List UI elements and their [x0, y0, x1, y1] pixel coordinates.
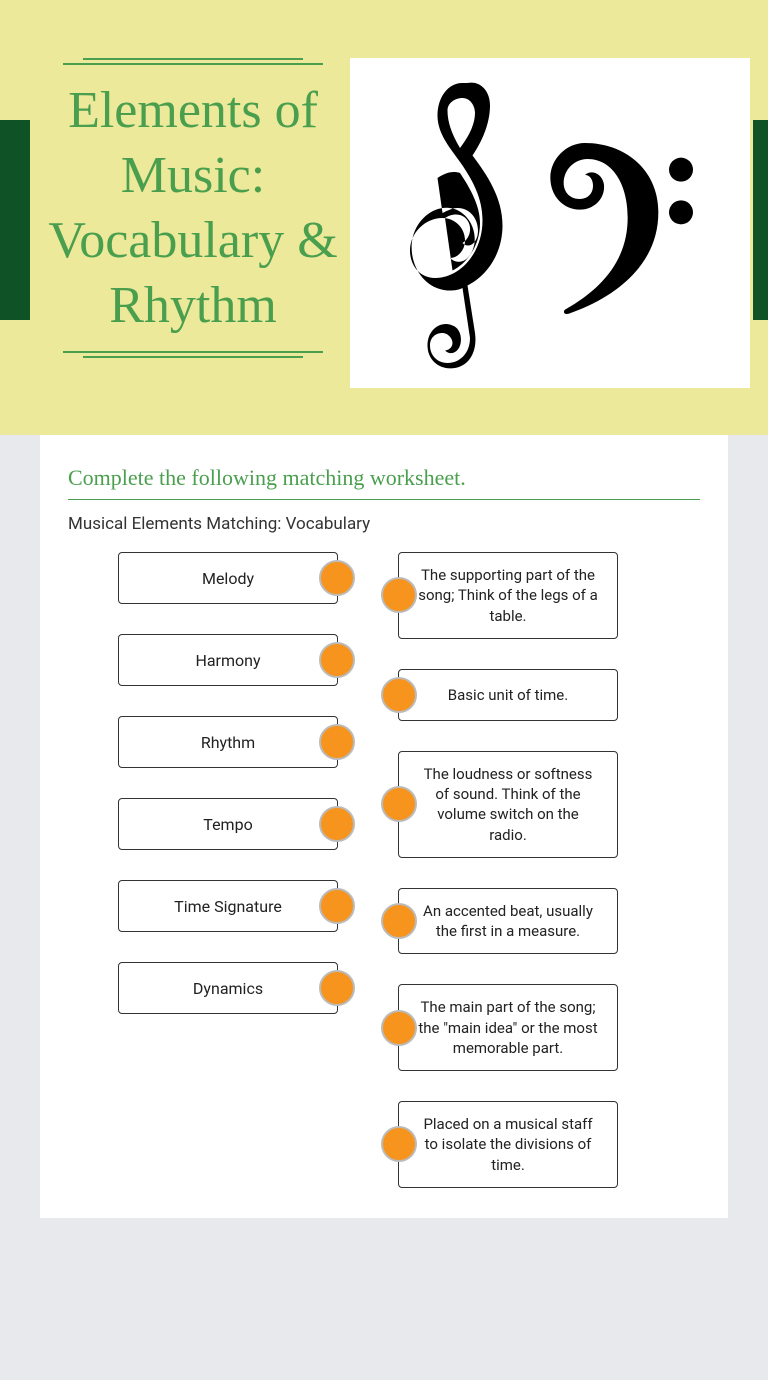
title-rule [83, 58, 303, 60]
definition-text: The supporting part of the song; Think o… [417, 565, 599, 626]
definition-card[interactable]: The supporting part of the song; Think o… [398, 552, 618, 639]
term-card[interactable]: Time Signature [118, 880, 338, 932]
definition-card[interactable]: The loudness or softness of sound. Think… [398, 751, 618, 858]
connector-dot[interactable] [319, 806, 355, 842]
title-rule [63, 351, 323, 353]
connector-dot[interactable] [381, 577, 417, 613]
definition-text: Basic unit of time. [448, 685, 568, 705]
page-title: Elements of Music: Vocabulary & Rhythm [38, 68, 348, 348]
connector-dot[interactable] [381, 1010, 417, 1046]
term-label: Dynamics [193, 979, 263, 998]
connector-dot[interactable] [381, 903, 417, 939]
connector-dot[interactable] [319, 560, 355, 596]
term-label: Time Signature [174, 897, 282, 916]
accent-bar-right [753, 120, 768, 320]
term-label: Rhythm [201, 733, 255, 752]
definition-text: Placed on a musical staff to isolate the… [417, 1114, 599, 1175]
term-label: Tempo [203, 815, 252, 834]
title-rule [63, 63, 323, 65]
definition-card[interactable]: Basic unit of time. [398, 669, 618, 721]
connector-dot[interactable] [319, 888, 355, 924]
connector-dot[interactable] [319, 970, 355, 1006]
definition-text: An accented beat, usually the first in a… [417, 901, 599, 942]
bass-clef-icon [545, 123, 705, 323]
definitions-column: The supporting part of the song; Think o… [398, 552, 618, 1188]
title-container: Elements of Music: Vocabulary & Rhythm [38, 55, 348, 361]
term-card[interactable]: Tempo [118, 798, 338, 850]
connector-dot[interactable] [319, 642, 355, 678]
treble-clef-icon [395, 73, 525, 373]
header-banner: Elements of Music: Vocabulary & Rhythm [0, 0, 768, 435]
definition-card[interactable]: Placed on a musical staff to isolate the… [398, 1101, 618, 1188]
term-label: Melody [202, 569, 254, 588]
clef-image [350, 58, 750, 388]
title-rule [83, 356, 303, 358]
instruction-text: Complete the following matching workshee… [68, 465, 700, 500]
term-label: Harmony [195, 651, 260, 670]
term-card[interactable]: Harmony [118, 634, 338, 686]
definition-text: The loudness or softness of sound. Think… [417, 764, 599, 845]
worksheet-panel: Complete the following matching workshee… [40, 435, 728, 1218]
terms-column: Melody Harmony Rhythm Tempo Time Signatu… [118, 552, 338, 1188]
term-card[interactable]: Dynamics [118, 962, 338, 1014]
connector-dot[interactable] [319, 724, 355, 760]
section-title: Musical Elements Matching: Vocabulary [68, 514, 700, 534]
term-card[interactable]: Rhythm [118, 716, 338, 768]
connector-dot[interactable] [381, 786, 417, 822]
accent-bar-left [0, 120, 30, 320]
term-card[interactable]: Melody [118, 552, 338, 604]
matching-area: Melody Harmony Rhythm Tempo Time Signatu… [68, 552, 700, 1188]
definition-card[interactable]: The main part of the song; the "main ide… [398, 984, 618, 1071]
connector-dot[interactable] [381, 677, 417, 713]
connector-dot[interactable] [381, 1126, 417, 1162]
definition-card[interactable]: An accented beat, usually the first in a… [398, 888, 618, 955]
definition-text: The main part of the song; the "main ide… [417, 997, 599, 1058]
